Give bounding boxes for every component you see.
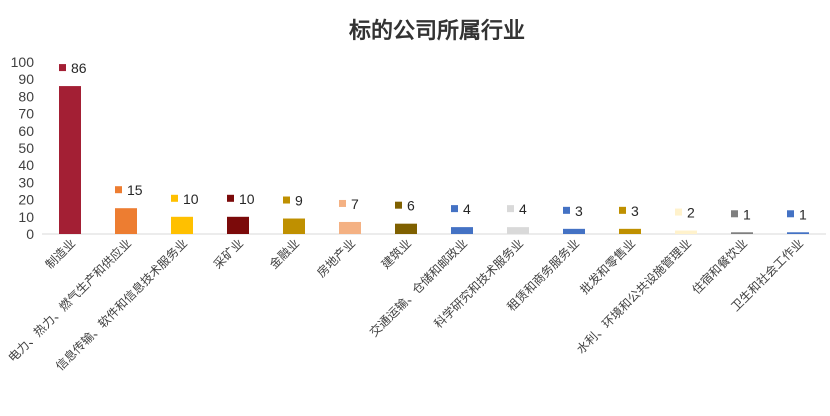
x-tick-label: 住宿和餐饮业: [689, 236, 751, 298]
data-label: 15: [127, 182, 143, 198]
bar: [227, 216, 249, 234]
data-label: 3: [631, 203, 639, 219]
data-labels: 86 15 10 10 9 7 6 4 4 3 3 2 1 1: [71, 60, 807, 222]
data-label-marker: [227, 194, 234, 202]
data-label-marker: [59, 64, 66, 72]
data-label-marker: [731, 210, 738, 218]
bar: [451, 227, 473, 234]
y-tick-label: 20: [18, 192, 34, 208]
bar: [59, 86, 81, 234]
y-tick-label: 40: [18, 157, 34, 173]
data-label: 1: [743, 206, 751, 222]
data-label-marker: [283, 196, 290, 204]
data-label: 86: [71, 60, 87, 76]
y-tick-label: 100: [11, 54, 35, 70]
data-label: 2: [687, 205, 695, 221]
data-label: 10: [239, 191, 255, 207]
x-tick-label: 采矿业: [211, 236, 246, 271]
data-label: 10: [183, 191, 199, 207]
data-label: 9: [295, 193, 303, 209]
data-label-marker: [451, 205, 458, 213]
x-tick-label: 交通运输、仓储和邮政业: [366, 236, 470, 340]
x-tick-label: 批发和零售业: [577, 236, 639, 298]
data-label: 4: [463, 201, 471, 217]
x-tick-label: 电力、热力、燃气生产和供应业: [5, 236, 134, 365]
y-tick-label: 0: [26, 226, 34, 242]
bar: [395, 223, 417, 234]
bar: [619, 228, 641, 234]
bars: [59, 86, 809, 234]
x-tick-label: 建筑业: [378, 236, 414, 272]
data-label-marker: [171, 194, 178, 202]
data-label-marker: [563, 206, 570, 214]
data-label-marker: [675, 208, 682, 216]
data-label-marker: [395, 201, 402, 209]
y-tick-label: 90: [18, 71, 34, 87]
bar: [115, 208, 137, 234]
data-label: 3: [575, 203, 583, 219]
y-tick-label: 80: [18, 88, 34, 104]
y-tick-label: 30: [18, 174, 34, 190]
x-tick-label: 水利、环境和公共设施管理业: [573, 236, 694, 357]
bar: [339, 221, 361, 234]
data-label-marker: [115, 186, 122, 194]
bar: [507, 227, 529, 234]
x-tick-label: 金融业: [266, 236, 302, 272]
data-label-marker: [507, 205, 514, 213]
x-tick-label: 房地产业: [314, 236, 359, 281]
bar: [283, 218, 305, 234]
label-markers: [59, 64, 794, 218]
data-label: 7: [351, 196, 359, 212]
x-tick-label: 制造业: [43, 236, 78, 271]
y-tick-label: 10: [18, 209, 34, 225]
y-tick-label: 50: [18, 140, 34, 156]
bar: [787, 232, 809, 234]
x-tick-label: 科学研究和技术服务业: [431, 236, 526, 331]
chart-title: 标的公司所属行业: [349, 18, 525, 44]
data-label: 4: [519, 201, 527, 217]
data-label: 1: [799, 206, 807, 222]
bar: [675, 230, 697, 234]
bar: [171, 216, 193, 234]
data-label-marker: [787, 210, 794, 218]
bar: [731, 232, 753, 234]
data-label: 6: [407, 198, 415, 214]
y-tick-label: 60: [18, 123, 34, 139]
bar: [563, 228, 585, 234]
data-label-marker: [339, 199, 346, 207]
data-label-marker: [619, 206, 626, 214]
y-tick-label: 70: [18, 106, 34, 122]
